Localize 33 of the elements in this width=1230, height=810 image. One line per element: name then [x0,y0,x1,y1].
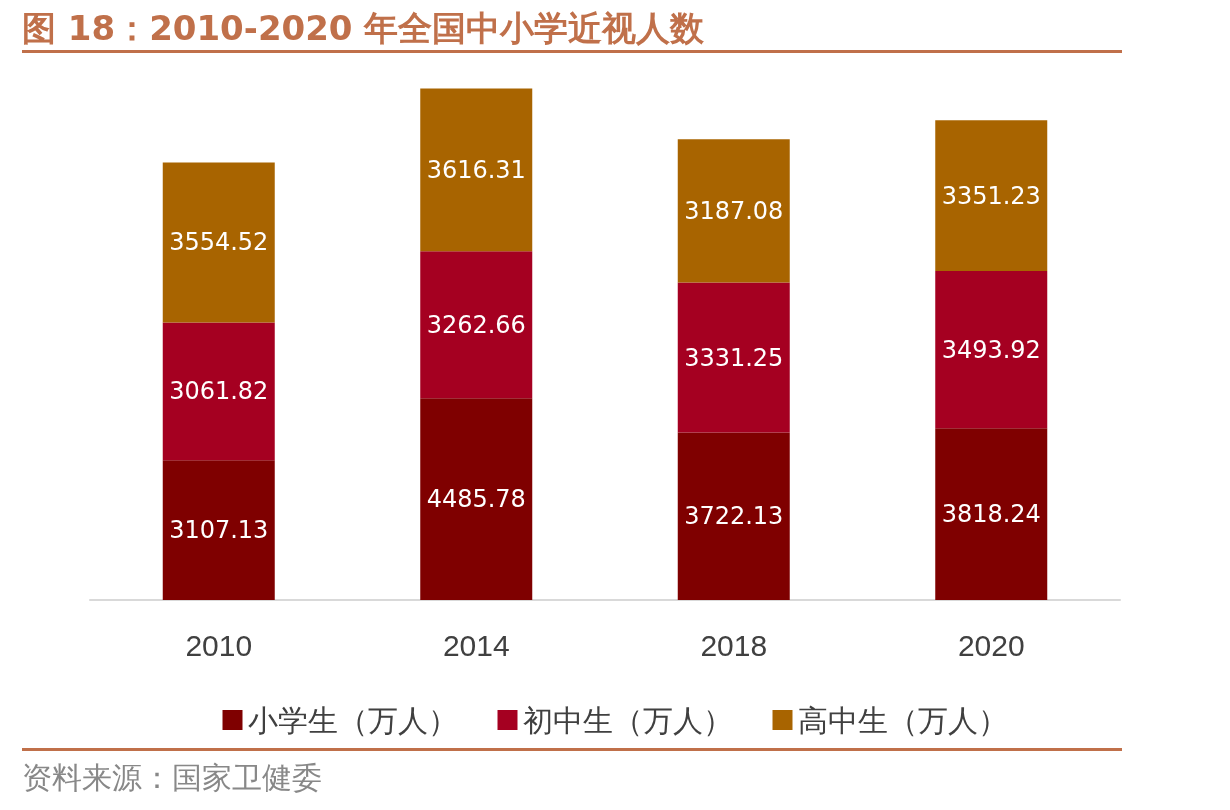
data-label: 3061.82 [169,377,269,406]
bar [420,251,533,399]
data-label: 3554.52 [169,228,269,257]
data-label: 3722.13 [684,502,784,531]
bar [677,432,790,600]
data-label: 3616.31 [426,155,526,184]
legend-label: 高中生（万人） [797,703,1008,737]
data-label: 3107.13 [169,516,269,545]
data-label: 3262.66 [426,310,526,339]
legend-label: 小学生（万人） [247,703,458,737]
data-label: 3351.23 [941,181,1041,210]
data-label: 3818.24 [941,500,1041,529]
x-tick-label: 2018 [700,628,768,662]
bar [935,120,1048,271]
bar [677,139,790,283]
bar [935,428,1048,600]
bar [420,88,533,252]
bar [935,270,1048,429]
bar [162,460,275,600]
bar [677,282,790,433]
bar [162,322,275,461]
x-tick-label: 2020 [957,628,1025,662]
data-label: 3331.25 [684,343,784,372]
x-tick-label: 2010 [185,628,253,662]
legend-label: 初中生（万人） [522,703,733,737]
data-label: 4485.78 [426,485,526,514]
chart-title: 图 18：2010-2020 年全国中小学近视人数 [22,7,705,50]
bar [162,162,275,323]
x-tick-label: 2014 [442,628,510,662]
data-label: 3187.08 [684,196,784,225]
bar [420,398,533,600]
text: 资料来源：国家卫健委 [22,759,322,797]
data-label: 3493.92 [941,335,1041,364]
